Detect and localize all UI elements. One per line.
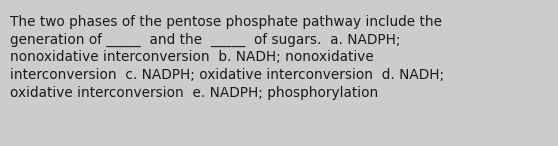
Text: The two phases of the pentose phosphate pathway include the
generation of _____ : The two phases of the pentose phosphate … <box>10 15 444 100</box>
